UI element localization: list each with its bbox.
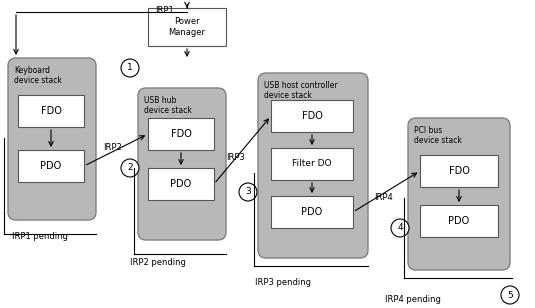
Text: IRP4: IRP4 [374,193,393,202]
Bar [420,205,498,237]
Text: Power
Manager: Power Manager [169,17,205,37]
Bar [271,148,353,180]
Text: 4: 4 [397,224,403,233]
Bar [420,155,498,187]
Text: IRP2: IRP2 [103,144,122,152]
Bar [148,168,214,200]
Text: FDO: FDO [171,129,192,139]
Text: IRP3: IRP3 [226,153,245,163]
FancyBboxPatch shape [138,88,226,240]
Text: IRP1 pending: IRP1 pending [12,232,68,241]
FancyBboxPatch shape [258,73,368,258]
Bar [271,100,353,132]
Text: 1: 1 [127,63,133,72]
Bar [148,118,214,150]
Text: 5: 5 [507,290,513,299]
Text: FDO: FDO [448,166,469,176]
Bar [148,8,226,46]
Text: IRP4 pending: IRP4 pending [385,295,441,304]
Text: Keyboard
device stack: Keyboard device stack [14,66,62,85]
Circle shape [501,286,519,304]
Text: PDO: PDO [40,161,62,171]
Text: FDO: FDO [41,106,62,116]
Circle shape [121,59,139,77]
Text: PDO: PDO [170,179,192,189]
Text: USB host controller
device stack: USB host controller device stack [264,81,338,100]
FancyBboxPatch shape [408,118,510,270]
FancyBboxPatch shape [8,58,96,220]
Bar [18,150,84,182]
Text: USB hub
device stack: USB hub device stack [144,96,192,116]
Text: FDO: FDO [302,111,323,121]
Text: PDO: PDO [301,207,323,217]
Circle shape [239,183,257,201]
Text: PCI bus
device stack: PCI bus device stack [414,126,462,145]
Text: PDO: PDO [448,216,470,226]
Bar [271,196,353,228]
Circle shape [121,159,139,177]
Text: IRP1: IRP1 [155,6,174,15]
Text: 3: 3 [245,188,251,197]
Circle shape [391,219,409,237]
Text: Filter DO: Filter DO [292,160,332,168]
Text: 2: 2 [127,164,133,172]
Text: IRP2 pending: IRP2 pending [130,258,186,267]
Bar [18,95,84,127]
Text: IRP3 pending: IRP3 pending [255,278,311,287]
